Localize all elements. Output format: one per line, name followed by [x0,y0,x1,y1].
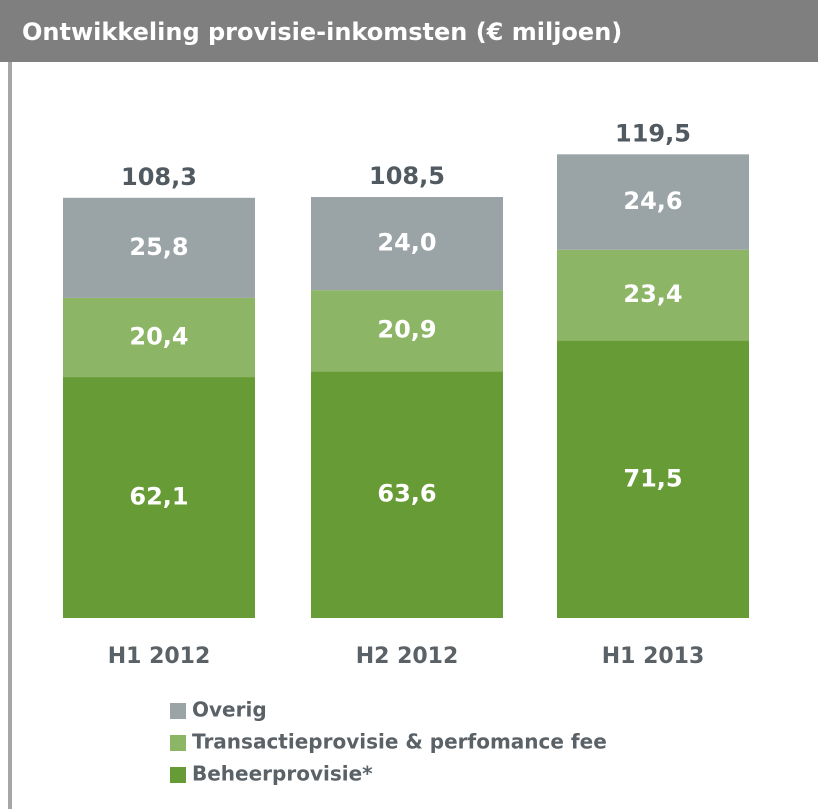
left-rule [8,62,12,809]
value-label: 71,5 [623,464,682,492]
chart-title: Ontwikkeling provisie-inkomsten (€ miljo… [22,18,622,46]
legend-swatch [170,767,186,783]
legend-label: Beheerprovisie* [192,762,373,786]
x-tick-label: H1 2013 [602,644,705,669]
bar-segment [311,371,503,618]
value-label: 62,1 [129,483,188,511]
legend-swatch [170,735,186,751]
legend-swatch [170,703,186,719]
value-label: 23,4 [623,280,682,308]
bar-segment [63,377,255,618]
x-tick-label: H1 2012 [108,644,211,669]
bar-segment [311,197,503,291]
header-bar [0,0,818,62]
bar-segment [557,340,749,618]
bar-segment [63,297,255,378]
bar-segment [557,249,749,341]
total-label: 108,5 [369,162,445,190]
value-label: 24,6 [623,187,682,215]
total-label: 108,3 [121,163,197,191]
value-label: 25,8 [129,233,188,261]
total-label: 119,5 [615,119,691,147]
legend-label: Transactieprovisie & perfomance fee [192,730,607,754]
bar-segment [63,197,255,298]
value-label: 20,9 [377,316,436,344]
bar-segment [557,154,749,250]
value-label: 20,4 [129,322,188,350]
value-label: 24,0 [377,229,436,257]
legend-label: Overig [192,698,267,722]
x-tick-label: H2 2012 [356,644,459,669]
bar-segment [311,290,503,372]
value-label: 63,6 [377,480,436,508]
